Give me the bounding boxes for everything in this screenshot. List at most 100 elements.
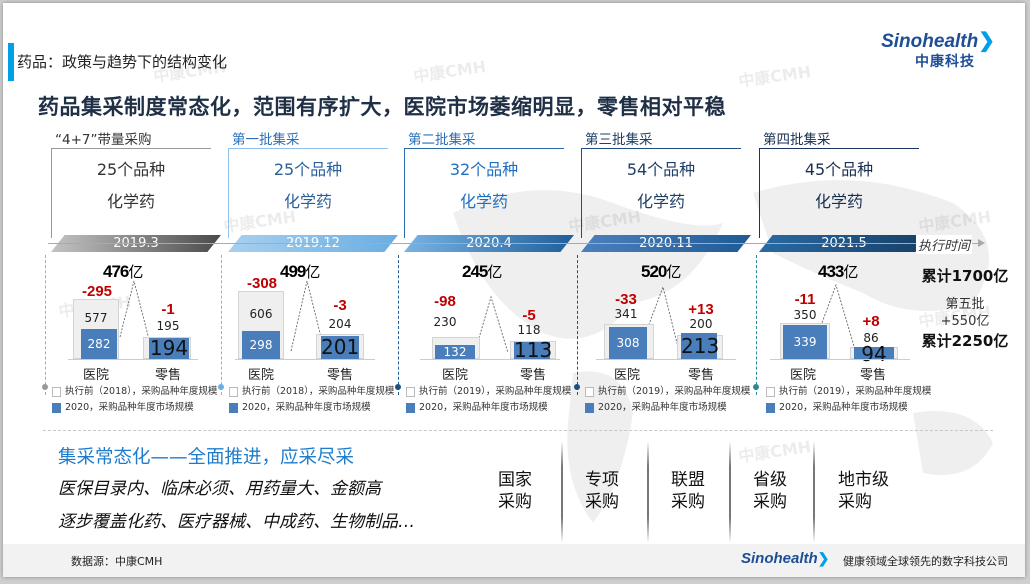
batch-type: 化学药: [814, 192, 863, 211]
watermark: 中康CMH: [412, 56, 488, 86]
policy-title: 集采常态化——全面推进，应采尽采: [58, 447, 355, 468]
chart-baseline: [770, 359, 910, 360]
divider: [45, 255, 46, 395]
hospital-bar-now: 339: [783, 325, 827, 359]
scope-alliance: 联盟 采购: [671, 470, 705, 512]
chart-total: 520亿: [641, 262, 682, 281]
fifth-batch-label: 第五批: [945, 297, 985, 312]
retail-bar-now: 201: [321, 335, 360, 359]
hospital-prev-value: 341: [614, 307, 638, 321]
hospital-prev-value: 230: [433, 315, 457, 329]
cumulative-2250: 累计2250亿: [921, 332, 1009, 350]
category-retail: 零售: [519, 368, 546, 383]
hospital-bar-now: 308: [609, 327, 647, 359]
batch-count: 32个品种: [449, 160, 519, 179]
hospital-bar-now: 298: [242, 331, 280, 359]
category-hospital: 医院: [789, 368, 816, 383]
chart-baseline: [68, 359, 198, 360]
batch-box: [404, 148, 564, 238]
batch-card-1: 第一批集采 25个品种 化学药 2019.12: [228, 128, 406, 252]
cumulative-1700: 累计1700亿: [921, 267, 1009, 285]
arrow-right-icon: [978, 239, 985, 247]
category-hospital: 医院: [613, 368, 640, 383]
category-retail: 零售: [859, 368, 886, 383]
category-retail: 零售: [326, 368, 353, 383]
batch-type: 化学药: [636, 192, 685, 211]
chart-baseline: [420, 359, 560, 360]
slide: 中康CMH 中康CMH 中康CMH 中康CMH 中康CMH 中康CMH 中康CM…: [3, 3, 1025, 577]
legend-prev: 执行前（2019），采购品种年度规模: [585, 383, 750, 397]
retail-prev-value: 200: [689, 317, 713, 331]
hospital-prev-value: 350: [793, 308, 817, 322]
legend-now: 2020，采购品种年度市场规模: [766, 399, 908, 413]
hospital-bar-now: 132: [435, 345, 475, 359]
scope-national: 国家 采购: [498, 470, 532, 512]
peak-connector-line: [644, 285, 680, 352]
hospital-delta: -308: [246, 275, 278, 292]
policy-criteria: 医保目录内、临床必须、用药量大、金额高: [58, 479, 381, 499]
retail-bar-now: 94: [854, 344, 894, 364]
market-chart-batch4: 433亿 -11 350 339 +8 86 94 医院 零售 执行前（2019…: [760, 261, 931, 421]
batch-count: 25个品种: [96, 160, 166, 179]
logo-chevron-icon: ❯: [817, 550, 830, 566]
batch-label: 第一批集采: [232, 132, 300, 148]
batch-label: 第四批集采: [763, 132, 831, 148]
scope-separator: [813, 441, 815, 543]
batch-label: 第二批集采: [408, 132, 476, 148]
category-hospital: 医院: [247, 368, 274, 383]
retail-prev-value: 86: [863, 331, 879, 345]
category-retail: 零售: [687, 368, 714, 383]
batch-box: [759, 148, 919, 238]
batch-box: [228, 148, 388, 238]
retail-delta: -5: [522, 307, 536, 324]
category-hospital: 医院: [82, 368, 109, 383]
chart-baseline: [596, 359, 736, 360]
logo-chevron-icon: ❯: [978, 30, 995, 52]
retail-bar-now: 113: [514, 338, 553, 362]
watermark: 中康CMH: [737, 61, 813, 91]
batch-card-4plus7: “4+7”带量采购 25个品种 化学药 2019.3: [51, 128, 229, 252]
fifth-batch-add: +550亿: [940, 314, 990, 329]
batch-card-3: 第三批集采 54个品种 化学药 2020.11: [581, 128, 759, 252]
chart-total: 499亿: [280, 262, 321, 281]
brand-logo: Sinohealth❯ 中康科技: [881, 28, 995, 71]
section-title: 药品：政策与趋势下的结构变化: [17, 53, 228, 71]
retail-prev-value: 204: [328, 317, 352, 331]
logo-text: Sinohealth: [881, 31, 979, 52]
legend-prev: 执行前（2019），采购品种年度规模: [766, 383, 931, 397]
market-chart-batch2: 245亿 -98 230 132 -5 118 113 医院 零售 执行前（20…: [402, 261, 572, 421]
timeline-axis: [48, 243, 983, 244]
batch-count: 54个品种: [626, 160, 696, 179]
market-chart-4plus7: 476亿 -295 577 282 -1 195 194 医院 零售 执行前（2…: [48, 261, 218, 421]
legend-now: 2020，采购品种年度市场规模: [52, 399, 194, 413]
peak-connector-line: [290, 280, 326, 354]
timeline-axis-label: 执行时间: [916, 235, 973, 254]
peak-connector-line: [119, 280, 153, 352]
hospital-delta: -33: [615, 291, 637, 308]
divider-dot: [42, 384, 48, 390]
divider: [756, 255, 757, 395]
footer: 数据源：中康CMH Sinohealth❯ 健康领域全球领先的数字科技公司: [3, 544, 1025, 577]
legend-now: 2020，采购品种年度市场规模: [406, 399, 548, 413]
batch-box: [51, 148, 211, 238]
retail-delta: +8: [862, 313, 880, 330]
logo-cn-text: 中康科技: [915, 54, 975, 70]
divider-dot: [753, 384, 759, 390]
divider: [398, 255, 399, 395]
divider: [221, 255, 222, 395]
divider-dot: [395, 384, 401, 390]
batch-card-2: 第二批集采 32个品种 化学药 2020.4: [404, 128, 582, 252]
scope-special: 专项 采购: [585, 470, 619, 512]
retail-delta: +13: [688, 301, 714, 318]
retail-delta: -1: [161, 301, 175, 318]
hospital-delta: -295: [81, 283, 113, 300]
footer-tagline: 健康领域全球领先的数字科技公司: [843, 555, 1008, 568]
hospital-delta: -11: [794, 291, 816, 308]
hospital-prev-value: 606: [249, 307, 273, 321]
page-headline: 药品集采制度常态化，范围有序扩大，医院市场萎缩明显，零售相对平稳: [38, 95, 726, 119]
section-divider: [43, 430, 993, 431]
legend-prev: 执行前（2019），采购品种年度规模: [406, 383, 571, 397]
scope-separator: [561, 441, 563, 543]
cumulative-summary: 累计1700亿 第五批 +550亿 累计2250亿: [915, 265, 1015, 351]
legend-now: 2020，采购品种年度市场规模: [585, 399, 727, 413]
